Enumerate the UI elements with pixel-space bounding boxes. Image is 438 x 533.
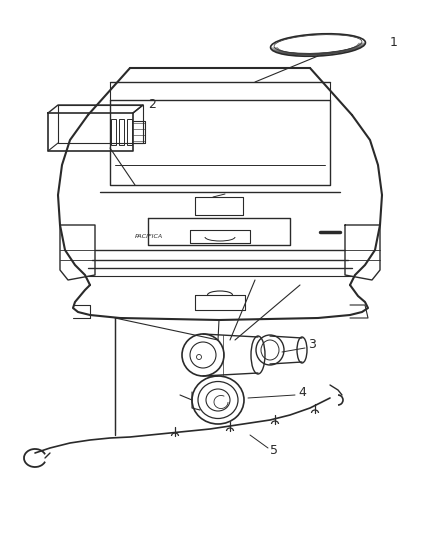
Text: 4: 4 (298, 385, 306, 399)
Bar (111, 119, 116, 145)
Text: 5: 5 (270, 443, 278, 456)
Text: 2: 2 (148, 99, 156, 111)
Bar (127, 119, 132, 145)
Text: PACIFICA: PACIFICA (135, 235, 163, 239)
Text: 1: 1 (390, 36, 398, 49)
Text: 3: 3 (308, 338, 316, 351)
Bar (119, 119, 124, 145)
